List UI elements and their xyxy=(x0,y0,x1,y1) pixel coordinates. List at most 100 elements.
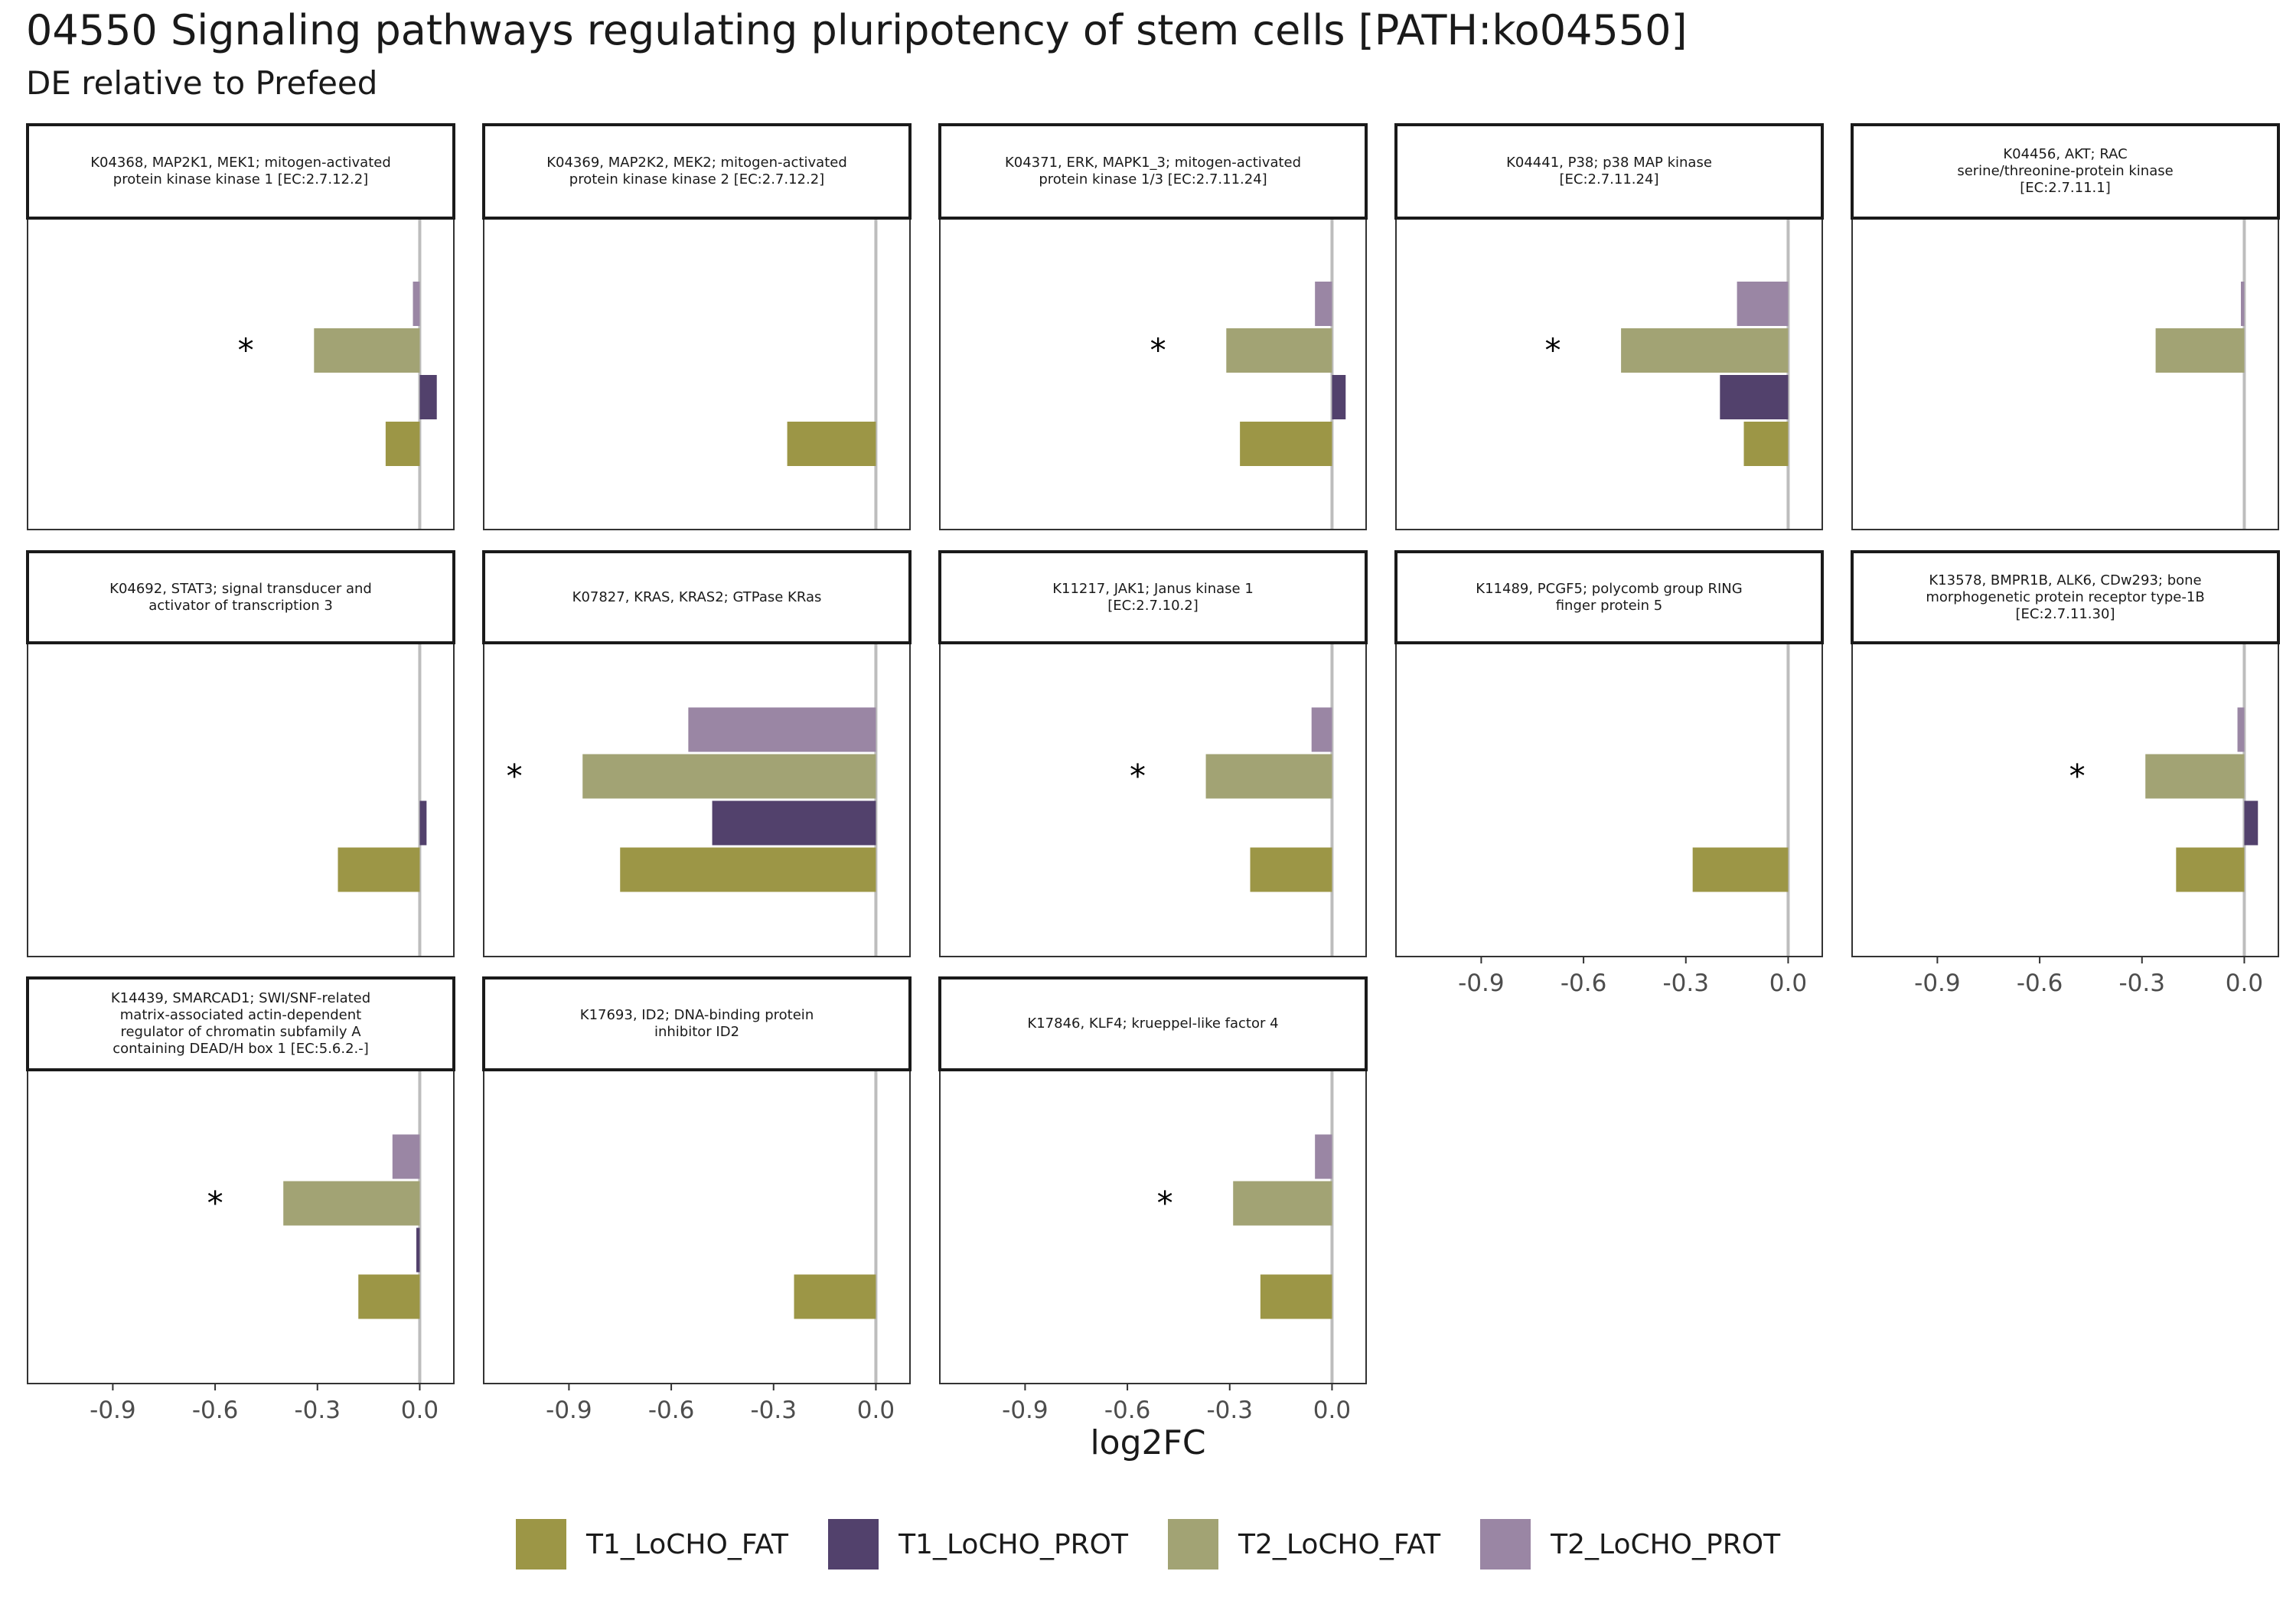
legend: T1_LoCHO_FAT T1_LoCHO_PROT T2_LoCHO_FAT T2_… xyxy=(0,1519,2296,1570)
x-tick-label: -0.9 xyxy=(1002,1397,1049,1424)
facet-strip xyxy=(1851,123,2280,220)
bar-t1-locho-fat xyxy=(620,847,876,892)
facet-strip-label: K04368, MAP2K1, MEK1; mitogen-activated p… xyxy=(90,155,391,187)
significance-marker: * xyxy=(238,331,254,369)
bar-t1-locho-fat xyxy=(385,422,420,466)
x-tick-label: -0.3 xyxy=(1207,1397,1254,1424)
legend-item: T1_LoCHO_FAT xyxy=(515,1519,789,1570)
facet-strip-label: K04456, AKT; RAC serine/threonine-protein… xyxy=(1957,146,2174,196)
chart-subtitle: DE relative to Prefeed xyxy=(26,64,378,102)
bar-t1-locho-fat xyxy=(1743,422,1789,466)
facet-strip-label: K04371, ERK, MAPK1_3; mitogen-activated p… xyxy=(1004,155,1302,187)
x-axis-title: log2FC xyxy=(1090,1423,1206,1462)
bar-t1-locho-prot xyxy=(416,1227,420,1273)
facet-strip xyxy=(26,123,455,220)
facet-panel: * -0.9 -0.6 -0.3 0.0 xyxy=(938,976,1368,1424)
bar-t2-locho-prot xyxy=(1315,282,1332,326)
x-tick-label: -0.3 xyxy=(751,1397,797,1424)
bar-t2-locho-prot xyxy=(1311,707,1332,752)
panel-border xyxy=(27,217,455,530)
x-tick-label: -0.3 xyxy=(1663,970,1710,997)
facet-panel: * -0.9 -0.6 -0.3 0.0 xyxy=(1851,550,2280,997)
bar-t2-locho-fat xyxy=(1226,328,1332,373)
x-tick-label: -0.9 xyxy=(546,1397,592,1424)
bar-t1-locho-fat xyxy=(358,1274,420,1319)
facet-panel: * xyxy=(1394,123,1824,530)
x-tick-label: -0.6 xyxy=(648,1397,695,1424)
facet-strip-label: K17693, ID2; DNA-binding protein inhibito… xyxy=(579,1007,814,1040)
bar-t1-locho-fat xyxy=(1260,1274,1332,1319)
facet-panel xyxy=(26,550,455,957)
bar-t1-locho-fat xyxy=(338,847,420,892)
facet-strip xyxy=(938,550,1368,644)
panel-border xyxy=(1395,217,1823,530)
significance-marker: * xyxy=(1150,331,1166,369)
bar-t1-locho-fat xyxy=(2176,847,2245,892)
bar-t1-locho-prot xyxy=(1332,375,1346,419)
x-tick-label: -0.9 xyxy=(90,1397,136,1424)
bar-t2-locho-fat xyxy=(1233,1181,1332,1226)
bar-t2-locho-fat xyxy=(283,1181,420,1226)
x-tick-label: 0.0 xyxy=(1769,970,1807,997)
facet-strip-label: K13578, BMPR1B, ALK6, CDw293; bone morpho… xyxy=(1926,572,2205,622)
panel-border xyxy=(939,1069,1367,1384)
legend-swatch xyxy=(1480,1519,1531,1570)
facet-strip xyxy=(26,976,455,1071)
legend-label: T1_LoCHO_PROT xyxy=(899,1528,1128,1560)
facet-panel: * xyxy=(938,123,1368,530)
legend-swatch xyxy=(1168,1519,1218,1570)
bar-t1-locho-prot xyxy=(419,800,427,846)
x-tick-label: 0.0 xyxy=(401,1397,439,1424)
x-tick-label: 0.0 xyxy=(857,1397,895,1424)
facet-panel: -0.9 -0.6 -0.3 0.0 xyxy=(1394,550,1824,997)
legend-label: T2_LoCHO_PROT xyxy=(1551,1528,1781,1560)
legend-item: T1_LoCHO_PROT xyxy=(828,1519,1128,1570)
facet-strip xyxy=(938,976,1368,1071)
facet-panel xyxy=(482,123,912,530)
facet-strip xyxy=(482,976,912,1071)
facet-strip-label: K04692, STAT3; signal transducer and acti… xyxy=(109,580,372,614)
panel-border xyxy=(483,1069,911,1384)
legend-swatch xyxy=(515,1519,566,1570)
facet-panel: * xyxy=(938,550,1368,957)
significance-marker: * xyxy=(1157,1185,1173,1222)
bar-t1-locho-prot xyxy=(1720,375,1789,419)
panel-border xyxy=(483,217,911,530)
bar-t2-locho-fat xyxy=(1621,328,1789,373)
bar-t1-locho-fat xyxy=(794,1274,876,1319)
bar-t1-locho-fat xyxy=(1692,847,1789,892)
bar-t2-locho-fat xyxy=(582,754,876,799)
x-tick-label: -0.3 xyxy=(2119,970,2166,997)
facet-strip-label: K04441, P38; p38 MAP kinase [EC:2.7.11.24… xyxy=(1506,155,1712,187)
bar-t2-locho-prot xyxy=(413,282,420,326)
bar-t2-locho-prot xyxy=(2237,707,2245,752)
x-tick-label: -0.6 xyxy=(2017,970,2063,997)
x-tick-label: -0.3 xyxy=(295,1397,341,1424)
facet-panel xyxy=(1851,123,2280,530)
legend-item: T2_LoCHO_FAT xyxy=(1168,1519,1440,1570)
x-tick-label: -0.9 xyxy=(1458,970,1505,997)
bar-t2-locho-fat xyxy=(2145,754,2245,799)
facet-strip xyxy=(26,550,455,644)
panel-border xyxy=(1395,642,1823,957)
facet-strip-label: K11217, JAK1; Janus kinase 1 [EC:2.7.10.2… xyxy=(1052,580,1254,614)
legend-swatch xyxy=(828,1519,879,1570)
facet-strip xyxy=(938,123,1368,220)
bar-t2-locho-fat xyxy=(2155,328,2245,373)
facet-strip-label: K11489, PCGF5; polycomb group RING finger… xyxy=(1476,580,1743,614)
bar-t1-locho-prot xyxy=(419,375,437,419)
bar-t2-locho-prot xyxy=(1737,282,1789,326)
legend-label: T2_LoCHO_FAT xyxy=(1238,1528,1441,1560)
panel-border xyxy=(1851,642,2279,957)
facet-strip-label: K07827, KRAS, KRAS2; GTPase KRas xyxy=(572,588,822,605)
facet-strip-label: K14439, SMARCAD1; SWI/SNF-related matrix-… xyxy=(110,990,371,1057)
facet-strip-label: K17846, KLF4; krueppel-like factor 4 xyxy=(1027,1015,1279,1032)
panel-border xyxy=(939,642,1367,957)
significance-marker: * xyxy=(1544,331,1561,369)
facet-strip xyxy=(1394,123,1824,220)
facet-strip xyxy=(482,550,912,644)
legend-label: T1_LoCHO_FAT xyxy=(585,1528,789,1560)
panel-border xyxy=(1851,217,2279,530)
legend-item: T2_LoCHO_PROT xyxy=(1480,1519,1780,1570)
